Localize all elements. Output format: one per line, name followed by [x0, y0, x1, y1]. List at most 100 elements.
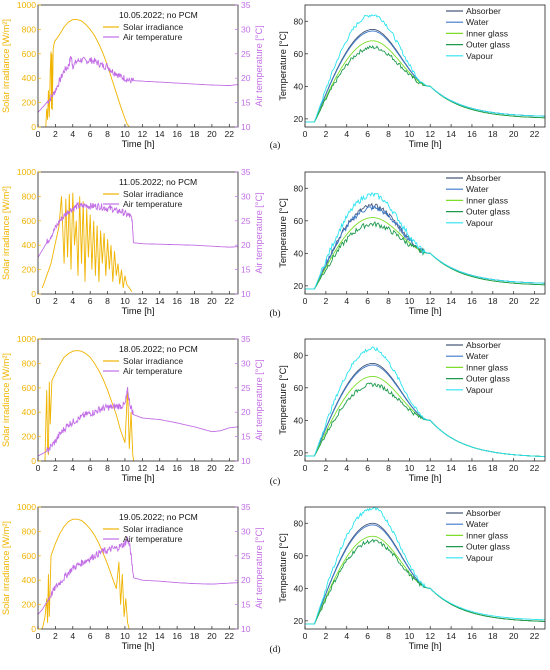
- x-tick-label: 18: [488, 296, 498, 306]
- x-tick-label: 14: [446, 463, 456, 473]
- series-vapour: [305, 192, 545, 290]
- y-tick-label: 600: [22, 216, 37, 226]
- x-tick-label: 0: [36, 631, 41, 641]
- x-tick-label: 2: [53, 296, 58, 306]
- x-tick-label: 4: [70, 631, 75, 641]
- x-tick-label: 10: [120, 296, 130, 306]
- legend-label: Solar irradiance: [123, 524, 183, 534]
- y2-tick-label: 25: [241, 216, 251, 226]
- x-axis-label: Time [h]: [409, 641, 442, 651]
- x-tick-label: 8: [105, 296, 110, 306]
- panel-d: 0 2 4 6 8 10 12 14 16 18 20 22020040060080010001015…: [1, 502, 546, 655]
- y-tick-label: 20: [293, 114, 303, 124]
- y-tick-label: 80: [293, 350, 303, 360]
- x-tick-label: 22: [225, 296, 235, 306]
- plot-frame: [37, 506, 239, 630]
- x-tick-label: 22: [530, 129, 540, 139]
- panel-label: (c): [270, 476, 281, 487]
- x-tick-label: 22: [225, 463, 235, 473]
- date-annotation: 10.05.2022; no PCM: [119, 10, 198, 20]
- x-tick-label: 8: [386, 631, 391, 641]
- legend-label: Absorber: [466, 6, 501, 16]
- x-tick-label: 14: [446, 631, 456, 641]
- y-axis-label: Temperature [°C]: [278, 533, 288, 603]
- x-tick-label: 18: [190, 129, 200, 139]
- series-solar-irradiance: [41, 192, 133, 292]
- y-tick-label: 200: [22, 432, 37, 442]
- legend-label: Absorber: [466, 340, 501, 350]
- x-tick-label: 6: [88, 129, 93, 139]
- x-tick-label: 8: [105, 631, 110, 641]
- x-tick-label: 2: [323, 296, 328, 306]
- x-tick-label: 14: [446, 296, 456, 306]
- right-chart: 0 2 4 6 8 10 12 14 16 18 20 22 20 40 60 80 Time [h] Tempe…: [278, 338, 546, 483]
- y-tick-label: 40: [293, 81, 303, 91]
- series-air-temperature: [37, 56, 239, 113]
- x-tick-label: 0: [36, 463, 41, 473]
- x-tick-label: 12: [138, 129, 148, 139]
- y2-tick-label: 10: [241, 624, 251, 634]
- x-tick-label: 2: [323, 631, 328, 641]
- x-tick-label: 18: [190, 631, 200, 641]
- left-chart: 0 2 4 6 8 10 12 14 16 18 20 22 0 200 400 600 800 1000 10 15…: [1, 502, 264, 651]
- y-tick-label: 200: [22, 600, 37, 610]
- y2-tick-label: 15: [241, 265, 251, 275]
- panel-label: (b): [269, 308, 280, 319]
- y-tick-label: 1000: [17, 502, 36, 512]
- x-tick-label: 20: [207, 631, 217, 641]
- x-tick-label: 10: [120, 129, 130, 139]
- legend-label: Solar irradiance: [123, 189, 183, 199]
- x-tick-label: 22: [530, 296, 540, 306]
- x-tick-label: 18: [190, 296, 200, 306]
- x-tick-label: 22: [530, 463, 540, 473]
- y-tick-label: 200: [22, 265, 37, 275]
- y-tick-label: 80: [293, 16, 303, 26]
- x-tick-label: 22: [225, 631, 235, 641]
- plot-frame: [304, 506, 546, 630]
- x-tick-label: 12: [138, 463, 148, 473]
- series-vapour: [305, 14, 545, 123]
- x-tick-label: 14: [155, 296, 165, 306]
- y2-tick-label: 15: [241, 98, 251, 108]
- legend-label: Solar irradiance: [123, 22, 183, 32]
- legend-label: Outer glass: [466, 40, 510, 50]
- x-tick-label: 14: [155, 631, 165, 641]
- legend-label: Inner glass: [466, 362, 508, 372]
- y-axis-label: Solar irradiance [W/m²]: [1, 186, 11, 280]
- x-axis-label: Time [h]: [122, 641, 155, 651]
- x-tick-label: 22: [530, 631, 540, 641]
- x-tick-label: 2: [323, 463, 328, 473]
- x-tick-label: 4: [344, 296, 349, 306]
- series-solar-irradiance: [44, 350, 135, 462]
- y-tick-label: 800: [22, 191, 37, 201]
- legend-label: Solar irradiance: [123, 356, 183, 366]
- x-tick-label: 0: [36, 129, 41, 139]
- x-tick-label: 8: [386, 129, 391, 139]
- x-tick-label: 20: [207, 129, 217, 139]
- series-outer-glass: [305, 538, 545, 625]
- x-tick-label: 6: [365, 296, 370, 306]
- y2-axis-label: Air temperature [°C]: [254, 527, 264, 608]
- x-tick-label: 18: [488, 463, 498, 473]
- right-chart: 0 2 4 6 8 10 12 14 16 18 20 22 20 40 60 80 Time [h] Tempe…: [278, 171, 546, 316]
- legend-label: Inner glass: [466, 28, 508, 38]
- legend-label: Inner glass: [466, 530, 508, 540]
- x-tick-label: 20: [509, 129, 519, 139]
- y-tick-label: 800: [22, 24, 37, 34]
- x-tick-label: 18: [488, 631, 498, 641]
- series-solar-irradiance: [45, 19, 130, 128]
- y-tick-label: 20: [293, 281, 303, 291]
- plot-frame: [37, 171, 239, 295]
- x-axis-label: Time [h]: [409, 139, 442, 149]
- x-axis-label: Time [h]: [122, 139, 155, 149]
- x-tick-label: 0: [36, 296, 41, 306]
- series-solar-irradiance: [41, 518, 130, 630]
- x-tick-label: 6: [365, 129, 370, 139]
- x-tick-label: 6: [88, 296, 93, 306]
- left-chart: 0 2 4 6 8 10 12 14 16 18 20 22 0 200 400 600 800 1000 10 15…: [1, 334, 264, 483]
- x-tick-label: 8: [386, 463, 391, 473]
- y2-tick-label: 35: [241, 0, 251, 10]
- y-tick-label: 600: [22, 551, 37, 561]
- y-tick-label: 200: [22, 98, 37, 108]
